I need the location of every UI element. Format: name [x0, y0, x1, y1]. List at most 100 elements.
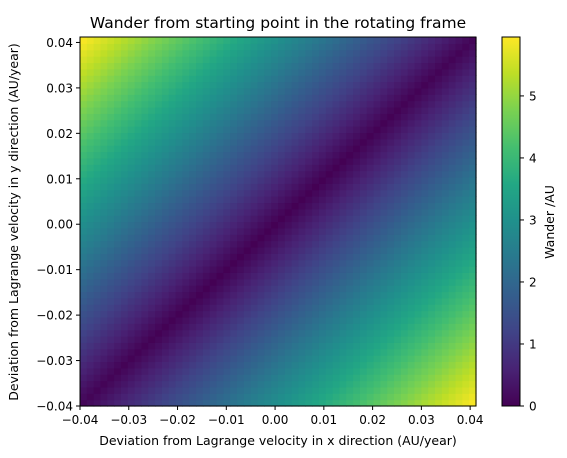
- heatmap-cell: [278, 176, 286, 184]
- heatmap-cell: [387, 94, 395, 102]
- heatmap-cell: [141, 75, 149, 83]
- heatmap-cell: [387, 291, 395, 299]
- heatmap-cell: [148, 393, 156, 401]
- heatmap-cell: [318, 37, 327, 44]
- heatmap-cell: [134, 367, 143, 375]
- heatmap-cell: [291, 145, 300, 153]
- heatmap-cell: [86, 336, 95, 343]
- heatmap-cell: [421, 138, 429, 146]
- heatmap-cell: [168, 113, 177, 121]
- heatmap-cell: [250, 336, 259, 343]
- heatmap-cell: [332, 367, 341, 375]
- heatmap-cell: [448, 81, 457, 89]
- heatmap-cell: [346, 126, 354, 134]
- heatmap-cell: [237, 164, 245, 172]
- heatmap-cell: [196, 272, 204, 280]
- heatmap-cell: [469, 399, 477, 407]
- heatmap-cell: [325, 75, 334, 83]
- heatmap-cell: [209, 215, 218, 223]
- heatmap-cell: [202, 304, 211, 312]
- heatmap-cell: [257, 43, 265, 51]
- heatmap-cell: [189, 367, 197, 375]
- heatmap-cell: [394, 259, 402, 267]
- heatmap-cell: [93, 126, 102, 134]
- heatmap-cell: [100, 323, 108, 331]
- heatmap-cell: [264, 386, 272, 394]
- x-tick-label: 0.02: [359, 413, 386, 427]
- heatmap-cell: [366, 151, 375, 159]
- heatmap-cell: [196, 304, 204, 312]
- heatmap-cell: [182, 87, 190, 95]
- heatmap-cell: [148, 227, 156, 235]
- heatmap-cell: [407, 81, 416, 89]
- heatmap-cell: [346, 329, 354, 337]
- heatmap-cell: [161, 43, 170, 51]
- heatmap-cell: [346, 374, 354, 382]
- heatmap-cell: [141, 151, 149, 159]
- heatmap-cell: [278, 240, 286, 248]
- heatmap-cell: [202, 278, 211, 286]
- heatmap-cell: [175, 145, 184, 153]
- heatmap-cell: [325, 113, 334, 121]
- heatmap-cell: [107, 266, 115, 273]
- heatmap-cell: [394, 87, 402, 95]
- heatmap-cell: [469, 145, 477, 153]
- heatmap-cell: [455, 132, 463, 140]
- heatmap-cell: [223, 355, 231, 363]
- heatmap-cell: [230, 132, 238, 140]
- heatmap-cell: [168, 367, 177, 375]
- heatmap-cell: [278, 94, 286, 102]
- heatmap-cell: [312, 145, 320, 153]
- heatmap-cell: [298, 56, 306, 64]
- heatmap-cell: [298, 81, 306, 89]
- heatmap-cell: [359, 75, 368, 83]
- heatmap-cell: [298, 113, 306, 121]
- heatmap-cell: [278, 323, 286, 331]
- heatmap-cell: [387, 361, 395, 369]
- heatmap-cell: [189, 316, 197, 324]
- heatmap-cell: [373, 157, 382, 165]
- heatmap-cell: [237, 151, 245, 159]
- heatmap-cell: [230, 304, 238, 312]
- heatmap-cell: [462, 126, 470, 134]
- heatmap-cell: [141, 196, 149, 204]
- heatmap-cell: [257, 285, 265, 293]
- heatmap-cell: [469, 132, 477, 140]
- heatmap-cell: [127, 399, 136, 407]
- heatmap-cell: [387, 151, 395, 159]
- heatmap-cell: [80, 399, 88, 407]
- heatmap-cell: [202, 336, 211, 343]
- heatmap-cell: [346, 380, 354, 388]
- heatmap-cell: [373, 151, 382, 159]
- heatmap-cell: [250, 297, 259, 305]
- heatmap-cell: [202, 145, 211, 153]
- heatmap-cell: [223, 43, 231, 51]
- heatmap-cell: [271, 246, 279, 254]
- heatmap-cell: [196, 75, 204, 83]
- heatmap-cell: [100, 278, 108, 286]
- heatmap-cell: [141, 316, 149, 324]
- heatmap-cell: [120, 266, 129, 273]
- heatmap-cell: [175, 119, 184, 127]
- heatmap-cell: [353, 342, 361, 350]
- heatmap-cell: [455, 285, 463, 293]
- heatmap-cell: [148, 310, 156, 318]
- heatmap-cell: [421, 393, 429, 401]
- heatmap-cell: [141, 215, 149, 223]
- heatmap-cell: [373, 94, 382, 102]
- heatmap-cell: [127, 37, 136, 44]
- heatmap-cell: [448, 126, 457, 134]
- heatmap-cell: [407, 380, 416, 388]
- heatmap-cell: [387, 386, 395, 394]
- heatmap-cell: [441, 196, 450, 204]
- heatmap-cell: [189, 253, 197, 261]
- heatmap-cell: [202, 157, 211, 165]
- heatmap-cell: [435, 100, 443, 108]
- heatmap-cell: [353, 113, 361, 121]
- heatmap-cell: [237, 138, 245, 146]
- heatmap-cell: [414, 176, 422, 184]
- heatmap-cell: [155, 399, 163, 407]
- heatmap-cell: [414, 49, 422, 57]
- heatmap-cell: [182, 297, 190, 305]
- heatmap-cell: [318, 170, 327, 178]
